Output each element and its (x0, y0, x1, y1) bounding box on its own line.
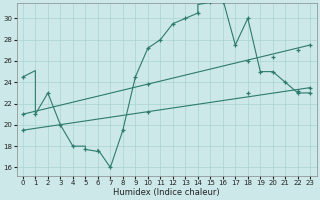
X-axis label: Humidex (Indice chaleur): Humidex (Indice chaleur) (113, 188, 220, 197)
